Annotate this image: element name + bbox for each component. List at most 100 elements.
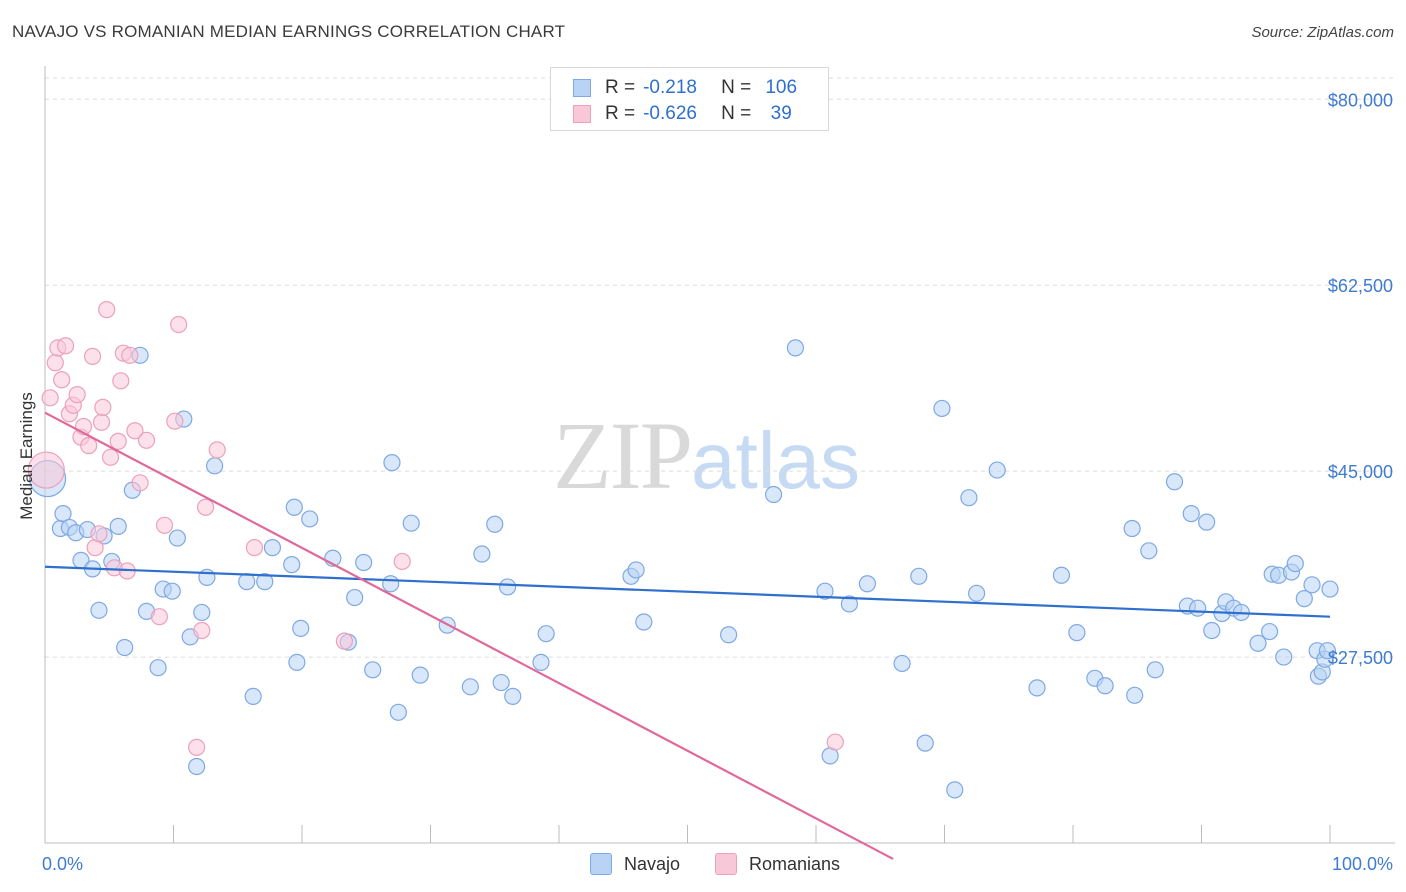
navajo-point — [402, 514, 420, 532]
romanians-point — [150, 608, 168, 626]
navajo-point — [1146, 661, 1164, 679]
romanians-point — [27, 451, 65, 489]
navajo-point — [383, 454, 401, 472]
romanians-point — [245, 539, 264, 557]
x-tick-labels: 0.0% 100.0% — [42, 854, 1393, 874]
navajo-legend-swatch — [590, 853, 612, 875]
romanians-points — [27, 301, 844, 756]
romanians-point — [112, 372, 130, 390]
romanians-point — [137, 431, 156, 449]
navajo-point — [499, 578, 517, 596]
navajo-point — [916, 734, 934, 752]
navajo-point — [1261, 622, 1279, 641]
navajo-point — [720, 626, 738, 644]
navajo-point — [1249, 634, 1267, 652]
navajo-point — [244, 687, 262, 705]
romanians-point — [193, 621, 211, 640]
romanians-point — [90, 525, 108, 543]
navajo-point — [168, 529, 186, 547]
n-label: N = — [721, 103, 752, 124]
romanians-point — [53, 371, 71, 389]
navajo-point — [492, 673, 510, 692]
navajo-point — [1189, 599, 1207, 617]
navajo-point — [256, 573, 274, 591]
navajo-point — [840, 595, 859, 613]
r-value: -0.218 — [643, 77, 697, 98]
romanians-point — [56, 337, 75, 355]
romanians-point — [335, 632, 354, 650]
y-axis-label: Median Earnings — [17, 392, 36, 520]
romanians-point — [155, 516, 174, 534]
stats-legend-row-navajo: R = -0.218 N = 106 — [573, 76, 803, 100]
romanians-point — [121, 346, 139, 364]
r-label: R = — [605, 77, 636, 98]
romanians-point — [83, 347, 102, 365]
romanians-point — [98, 301, 116, 319]
navajo-point — [1182, 505, 1200, 523]
navajo-point — [461, 678, 479, 696]
navajo-point — [1295, 590, 1313, 608]
navajo-point — [988, 461, 1006, 479]
romanians-point — [109, 432, 127, 450]
navajo-point — [946, 781, 964, 799]
y-tick-label-0: $27,500 — [1328, 648, 1393, 668]
romanians-point — [80, 437, 98, 455]
navajo-point — [1303, 576, 1321, 594]
trend-lines — [44, 411, 1331, 860]
romanians-point — [197, 498, 215, 516]
navajo-point — [109, 517, 127, 535]
navajo-point — [1198, 513, 1216, 531]
navajo-point — [635, 613, 653, 631]
navajo-point — [1123, 519, 1141, 538]
navajo-point — [537, 625, 555, 643]
romanians-point — [101, 448, 120, 466]
navajo-point — [292, 619, 310, 637]
navajo-point — [364, 661, 382, 679]
navajo-point — [116, 638, 134, 657]
navajo-point — [163, 582, 181, 600]
stats-legend: R = -0.218 N = 106 R = -0.626 N = 39 — [550, 67, 829, 131]
navajo-point — [1203, 621, 1221, 640]
navajo-point — [411, 666, 429, 684]
romanians-point — [826, 733, 844, 751]
navajo-point — [1096, 677, 1114, 695]
navajo-point — [389, 703, 407, 721]
navajo-point — [816, 582, 834, 600]
navajo-point — [910, 567, 928, 585]
stats-legend-row-romanians: R = -0.626 N = 39 — [573, 102, 803, 126]
r-label: R = — [605, 103, 636, 124]
navajo-point — [1286, 554, 1304, 573]
navajo-point — [893, 654, 911, 673]
navajo-point — [1275, 648, 1293, 666]
legend-item-romanians[interactable]: Romanians — [715, 852, 840, 876]
navajo-point — [382, 575, 400, 593]
legend-item-navajo[interactable]: Navajo — [590, 852, 680, 876]
gridlines — [45, 77, 1395, 658]
y-tick-label-1: $45,000 — [1328, 462, 1393, 482]
navajo-point — [960, 489, 978, 507]
navajo-point — [285, 498, 303, 516]
navajo-point — [193, 603, 211, 622]
romanians-point — [92, 413, 111, 431]
navajo-point — [355, 553, 373, 572]
navajo-point — [263, 539, 282, 557]
navajo-trend-line — [44, 565, 1331, 618]
y-tick-label-2: $62,500 — [1328, 276, 1393, 296]
n-value: 39 — [770, 103, 792, 124]
romanians-point — [170, 315, 188, 334]
navajo-point — [346, 588, 364, 607]
navajo-point — [1052, 566, 1071, 584]
navajo-point — [1165, 473, 1184, 491]
r-value: -0.626 — [643, 103, 697, 124]
navajo-point — [283, 556, 301, 574]
x-tick-label-max: 100.0% — [1332, 854, 1393, 874]
legend-label-navajo: Navajo — [624, 853, 681, 874]
navajo-point — [188, 757, 206, 776]
romanians-swatch — [573, 105, 591, 123]
y-tick-label-3: $80,000 — [1328, 90, 1393, 110]
navajo-point — [786, 339, 805, 357]
romanians-point — [393, 552, 411, 571]
chart-source: Source: ZipAtlas.com — [1251, 24, 1394, 41]
romanians-point — [68, 386, 86, 404]
navajo-point — [1318, 642, 1337, 660]
